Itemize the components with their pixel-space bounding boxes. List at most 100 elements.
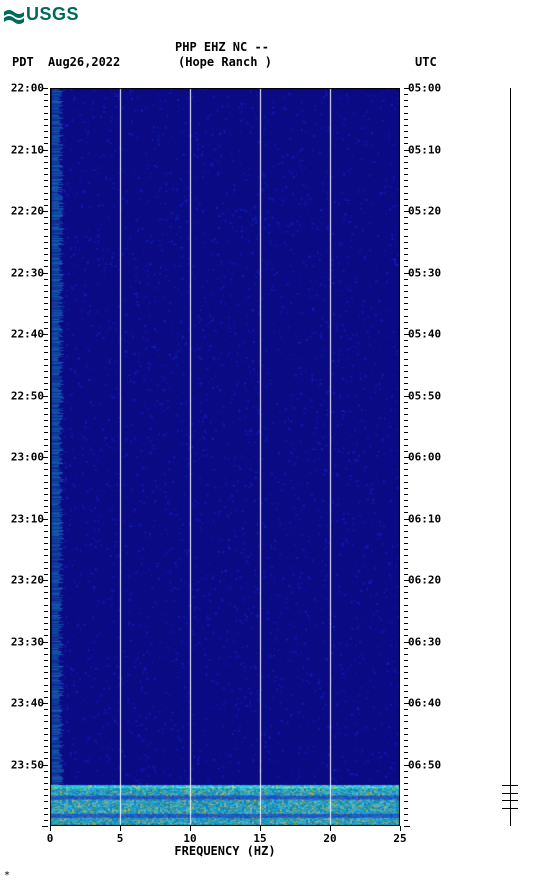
tick-right [404, 531, 408, 532]
tick-right [404, 365, 408, 366]
tick-left [44, 666, 48, 667]
tick-left [44, 475, 48, 476]
tick-right [404, 242, 408, 243]
tick-right [404, 482, 408, 483]
tick-left [42, 580, 48, 581]
tick-left [44, 217, 48, 218]
tick-left [44, 734, 48, 735]
tick-left [44, 414, 48, 415]
tick-left [44, 316, 48, 317]
tick-right [404, 611, 408, 612]
tick-right [404, 648, 408, 649]
tick-left [44, 383, 48, 384]
tick-left [44, 445, 48, 446]
tick-left [44, 180, 48, 181]
tick-left [44, 100, 48, 101]
tick-left [44, 174, 48, 175]
tick-right [404, 137, 408, 138]
tick-left [42, 334, 48, 335]
right-marker-tick [502, 785, 518, 786]
tick-right [404, 205, 408, 206]
tick-left [44, 549, 48, 550]
tick-left [44, 808, 48, 809]
tick-left [44, 635, 48, 636]
tick-right [404, 396, 410, 397]
tick-right [404, 254, 408, 255]
tick-right [404, 106, 408, 107]
tick-left [44, 715, 48, 716]
tick-left [44, 697, 48, 698]
tick-left [44, 740, 48, 741]
tick-right [404, 316, 408, 317]
tick-right [404, 236, 408, 237]
tick-right [404, 217, 408, 218]
tick-right [404, 352, 408, 353]
tick-left [44, 297, 48, 298]
tick-left [44, 488, 48, 489]
tick-right [404, 629, 408, 630]
ytick-right: 06:20 [408, 575, 441, 586]
tick-right [404, 623, 408, 624]
tick-left [44, 814, 48, 815]
tick-right [404, 88, 410, 89]
tick-left [44, 500, 48, 501]
tick-left [44, 623, 48, 624]
tick-right [404, 463, 408, 464]
x-axis-label: FREQUENCY (HZ) [50, 844, 400, 858]
ytick-right: 06:30 [408, 636, 441, 647]
tick-right [404, 162, 408, 163]
tick-right [404, 260, 408, 261]
tick-left [44, 359, 48, 360]
tick-right [404, 156, 408, 157]
tick-left [44, 303, 48, 304]
logo-text: USGS [26, 4, 79, 25]
ytick-left: 23:30 [11, 636, 44, 647]
tick-left [44, 248, 48, 249]
tick-left [44, 426, 48, 427]
tick-right [404, 377, 408, 378]
tick-right [404, 340, 408, 341]
tick-left [42, 396, 48, 397]
xtick-mark [120, 826, 121, 831]
tick-right [404, 709, 408, 710]
tick-left [44, 365, 48, 366]
station-line1: PHP EHZ NC -- [175, 40, 269, 54]
tick-right [404, 789, 408, 790]
tick-left [44, 777, 48, 778]
tick-right [404, 592, 408, 593]
ytick-left: 22:00 [11, 83, 44, 94]
tick-right [404, 451, 408, 452]
tick-left [44, 592, 48, 593]
tick-right [404, 666, 408, 667]
tick-right [404, 248, 408, 249]
tick-right [404, 383, 408, 384]
tick-right [404, 635, 408, 636]
ytick-left: 23:20 [11, 575, 44, 586]
tick-left [44, 746, 48, 747]
tick-right [404, 654, 408, 655]
tick-right [404, 703, 410, 704]
tick-right [404, 174, 408, 175]
right-marker-tick [502, 800, 518, 801]
tick-right [404, 758, 408, 759]
tz-right-label: UTC [415, 55, 437, 69]
tick-left [44, 408, 48, 409]
tick-left [44, 795, 48, 796]
tick-right [404, 186, 408, 187]
tick-right [404, 125, 408, 126]
tick-left [42, 88, 48, 89]
ytick-right: 05:40 [408, 329, 441, 340]
tick-left [44, 512, 48, 513]
tick-right [404, 598, 408, 599]
tick-right [404, 457, 410, 458]
tick-left [44, 168, 48, 169]
tick-left [44, 402, 48, 403]
tick-left [44, 574, 48, 575]
tick-left [44, 156, 48, 157]
tick-left [42, 457, 48, 458]
tick-left [44, 728, 48, 729]
tick-left [44, 236, 48, 237]
tick-right [404, 223, 408, 224]
tick-left [44, 648, 48, 649]
tick-right [404, 562, 408, 563]
